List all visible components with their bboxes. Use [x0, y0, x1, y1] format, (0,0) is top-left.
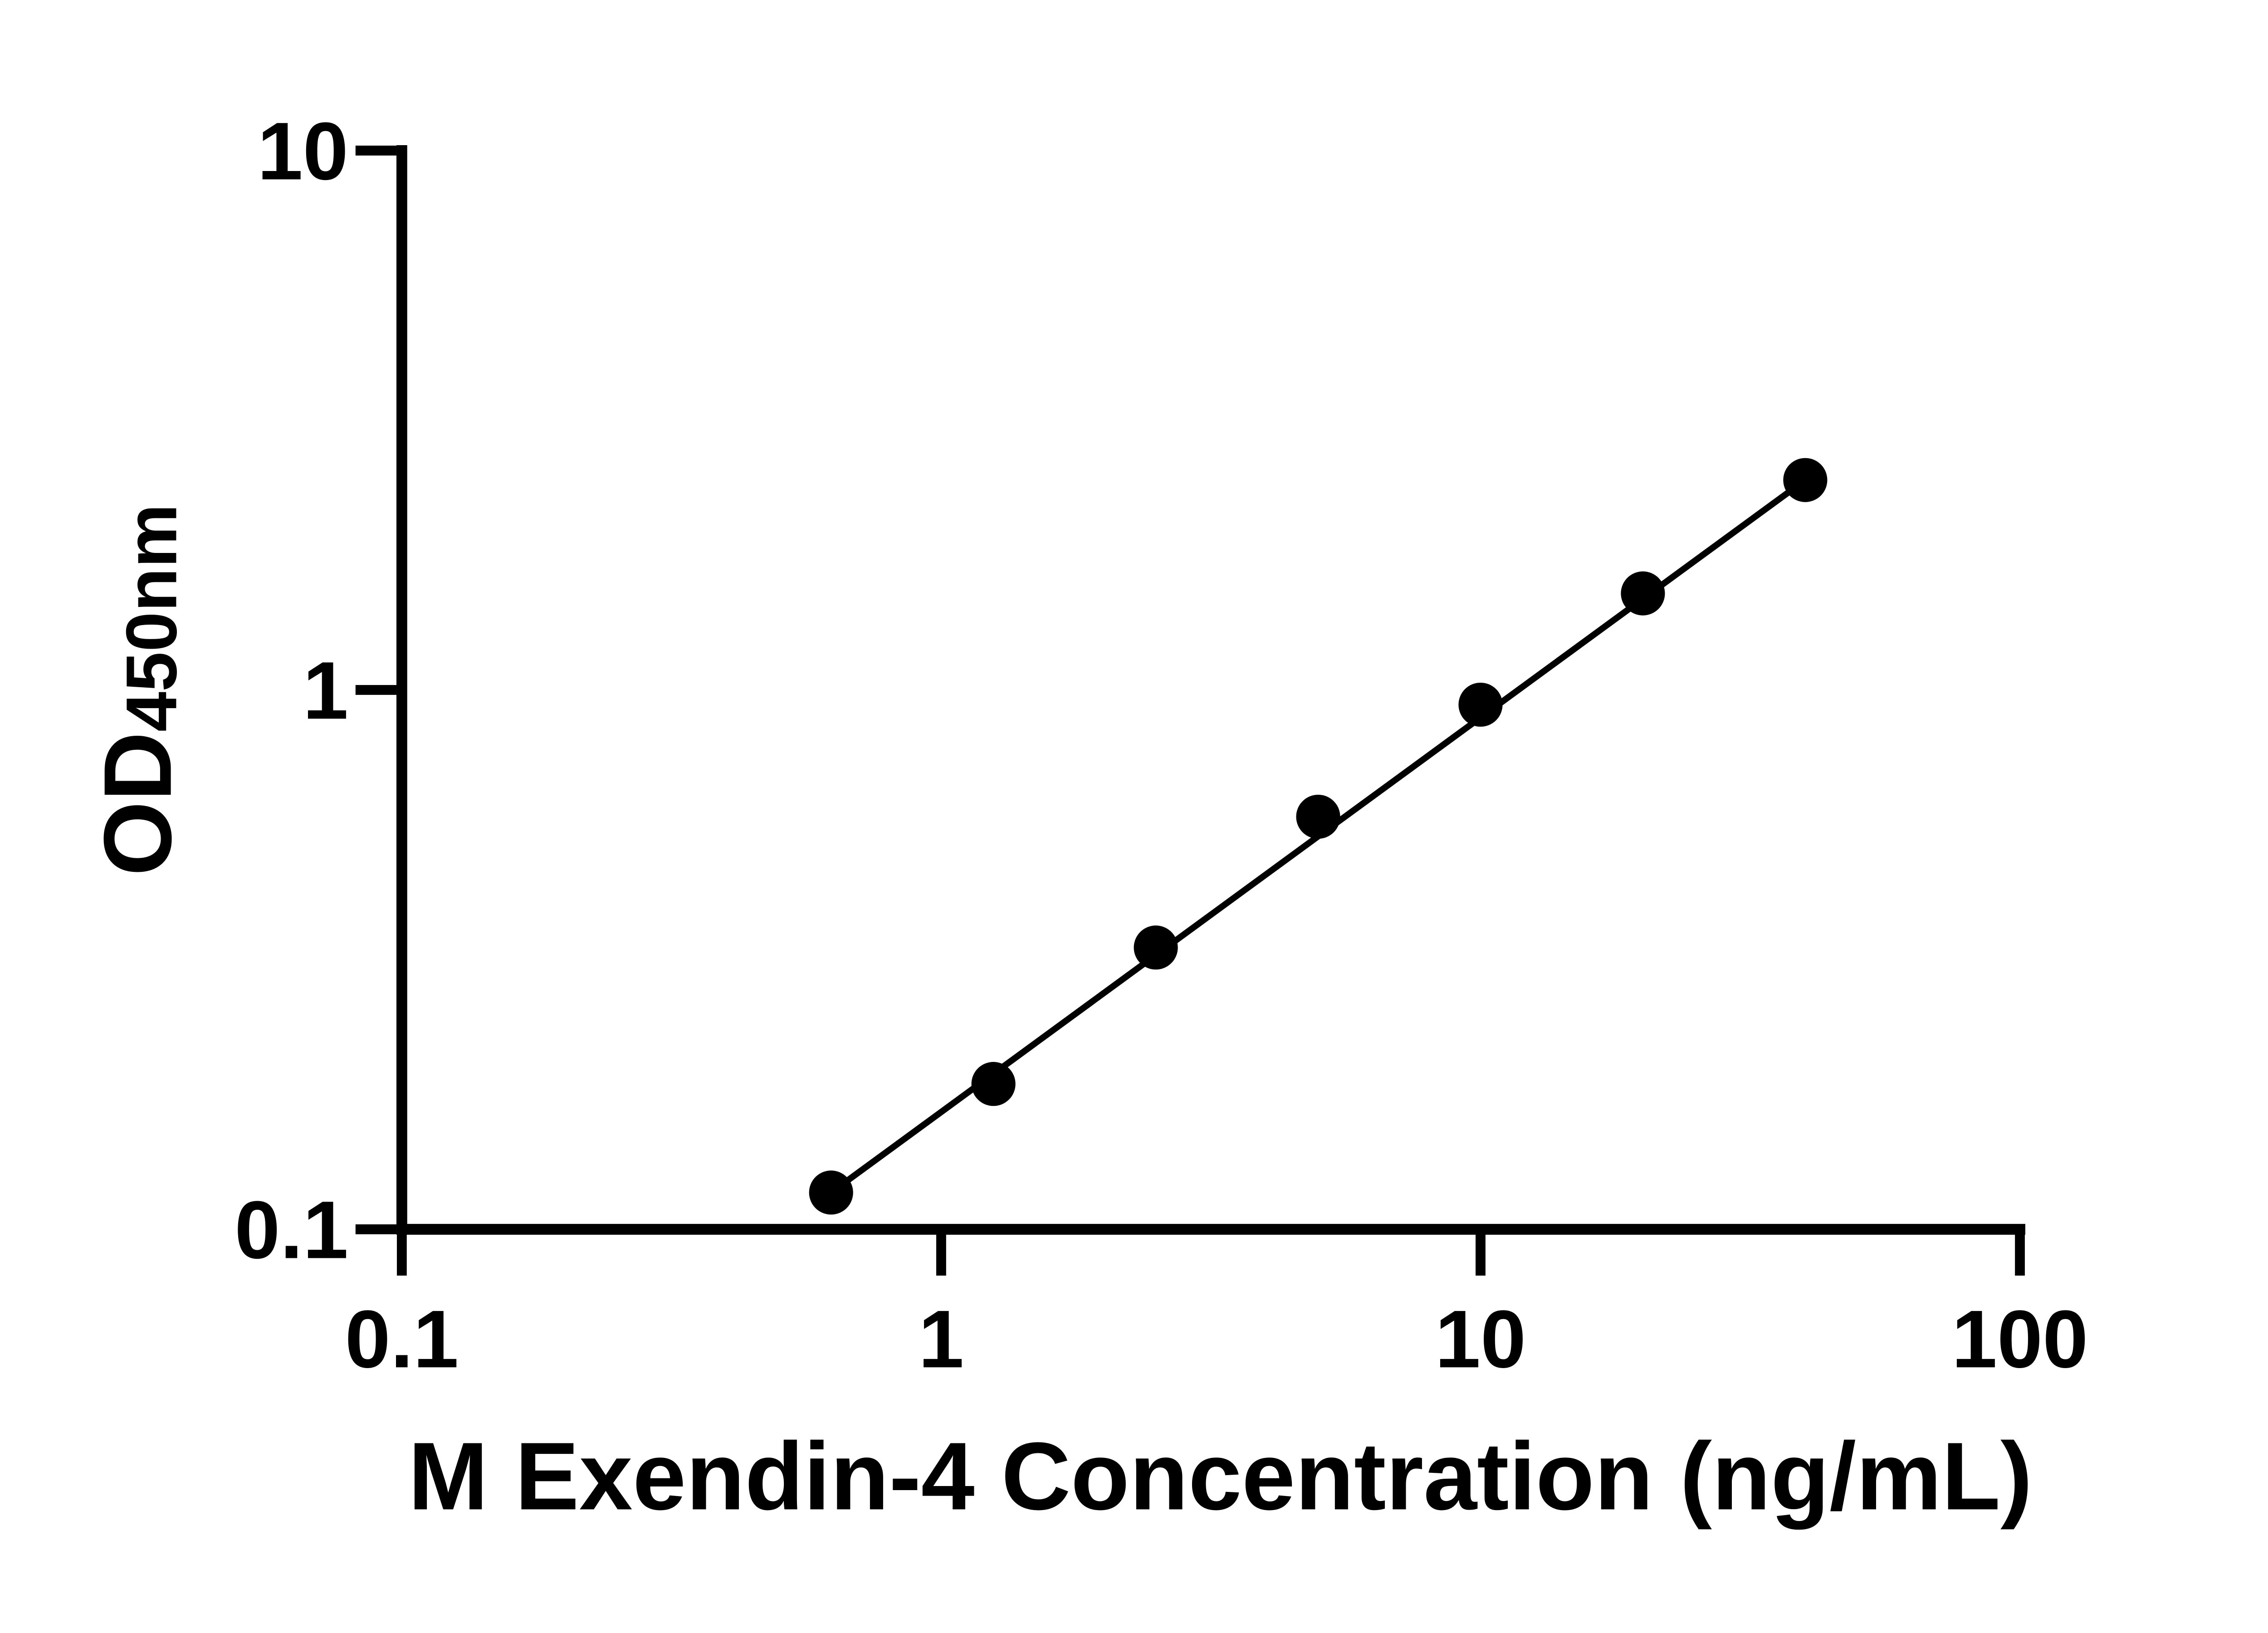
y-axis-title-main: OD — [84, 732, 191, 876]
axes-layer: 0.1 1 10 0.1 1 10 100 — [235, 106, 2088, 1385]
x-axis-title: M Exendin-4 Concentration (ng/mL) — [408, 1422, 2033, 1530]
data-point — [971, 1062, 1016, 1106]
data-point — [1458, 682, 1503, 727]
y-tick-label: 10 — [257, 106, 348, 197]
data-point — [809, 1170, 853, 1215]
y-tick-label: 1 — [303, 645, 348, 736]
data-point — [1134, 925, 1178, 970]
data-point — [1783, 458, 1828, 502]
y-tick-label: 0.1 — [235, 1184, 348, 1276]
x-tick-label: 0.1 — [345, 1294, 459, 1385]
series-layer — [809, 458, 1828, 1215]
data-point — [1296, 794, 1340, 839]
x-tick-label: 10 — [1435, 1294, 1526, 1385]
y-axis-title-subscript: 450nm — [111, 504, 191, 732]
x-tick-label: 1 — [919, 1294, 964, 1385]
data-point — [1621, 571, 1665, 616]
y-axis-title: OD450nm — [84, 504, 192, 876]
x-tick-label: 100 — [1952, 1294, 2088, 1385]
